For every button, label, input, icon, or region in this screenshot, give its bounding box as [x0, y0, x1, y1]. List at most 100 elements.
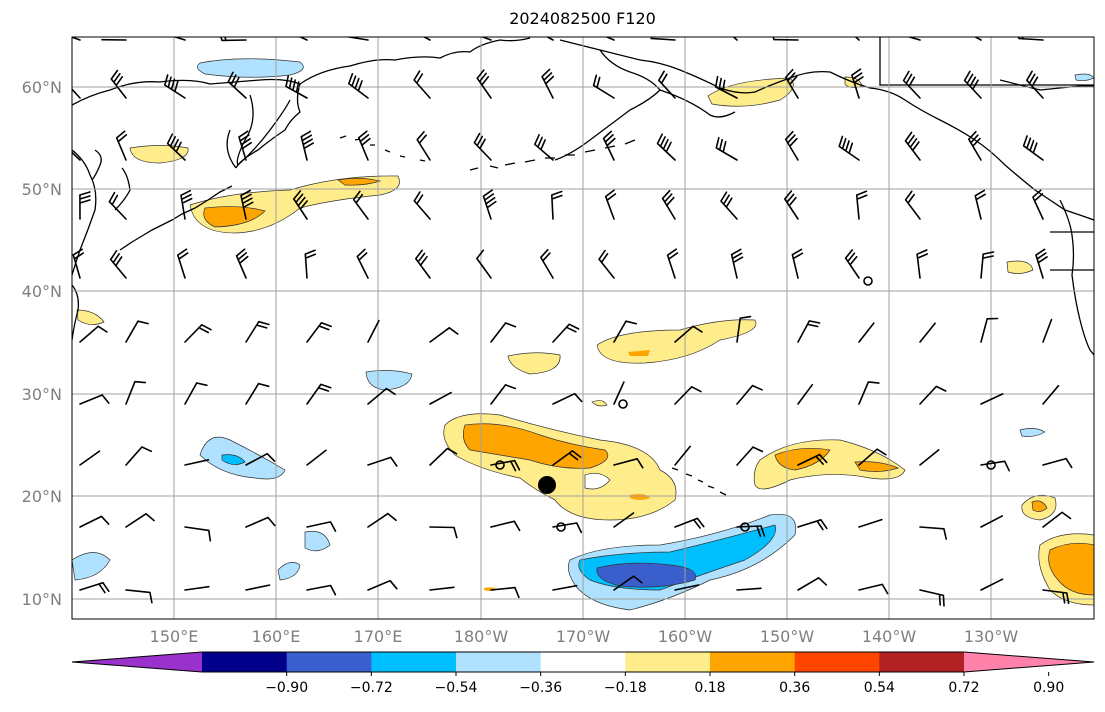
- wind-barb: [797, 519, 828, 531]
- lon-label: 160°E: [252, 627, 301, 646]
- colorbar-extend-low: [72, 652, 202, 672]
- wind-barb: [904, 190, 921, 220]
- wind-barb: [429, 526, 458, 539]
- wind-barb: [490, 586, 520, 599]
- wind-barb: [980, 515, 1004, 528]
- wind-barb: [429, 586, 455, 591]
- wind-barb: [429, 391, 452, 405]
- wind-barb: [613, 320, 637, 343]
- wind-barb: [604, 37, 615, 41]
- wind-barb: [784, 190, 799, 220]
- map-frame: [71, 36, 1095, 620]
- lat-label: 30°N: [22, 385, 62, 404]
- wind-barb: [974, 189, 986, 220]
- colorbar-segment: [286, 652, 372, 672]
- wind-barb: [613, 458, 644, 469]
- wind-barb: [166, 133, 186, 161]
- colorbar-tick-label: 0.54: [864, 680, 895, 696]
- wind-barb: [919, 385, 947, 405]
- wind-barb: [858, 322, 875, 343]
- wind-barb: [980, 251, 995, 279]
- wind-barb: [720, 191, 738, 220]
- wind-barb: [306, 322, 332, 343]
- wind-barb: [674, 445, 691, 466]
- colorbar-segment: [202, 652, 288, 672]
- colorbar-segment: [794, 652, 880, 672]
- wind-barb: [300, 130, 314, 161]
- colorbar-segment: [625, 652, 711, 672]
- wind-barb: [72, 248, 84, 279]
- wind-barb: [476, 249, 492, 279]
- wind-barb: [115, 130, 128, 161]
- wind-barb: [429, 327, 459, 343]
- wind-barb: [858, 518, 883, 528]
- colorbar-tick-label: −0.36: [519, 680, 562, 696]
- wind-barb: [125, 446, 153, 466]
- lon-label: 170°E: [354, 627, 403, 646]
- lat-label: 10°N: [22, 590, 62, 609]
- wind-barb: [304, 249, 317, 279]
- wind-barb: [125, 513, 155, 528]
- lon-label: 150°W: [760, 627, 815, 646]
- wind-barb: [416, 131, 431, 161]
- wind-barb: [858, 583, 889, 595]
- wind-barb: [973, 37, 982, 41]
- calm-wind-circles: [495, 276, 996, 532]
- wind-barb: [902, 70, 921, 99]
- wind-barb: [666, 248, 679, 279]
- wind-barb: [79, 515, 110, 528]
- wind-barb: [919, 322, 936, 343]
- wind-barb: [227, 71, 247, 99]
- wind-barb: [490, 322, 517, 343]
- wind-barb: [791, 248, 804, 279]
- colorbar-tick-label: −0.72: [350, 680, 393, 696]
- wind-barb: [919, 526, 947, 540]
- colorbar-tick-label: −0.90: [265, 680, 308, 696]
- wind-barb: [490, 384, 517, 405]
- wind-barb: [661, 189, 676, 220]
- wind-barb: [245, 382, 270, 405]
- wind-barb: [306, 383, 332, 405]
- wind-barb: [797, 577, 828, 591]
- wind-barb: [125, 320, 149, 343]
- wind-barb: [306, 449, 327, 466]
- wind-barbs: [72, 37, 1073, 607]
- wind-barb: [245, 584, 271, 591]
- coastlines: [72, 37, 1094, 496]
- latitude-labels: 10°N 20°N 30°N 40°N 50°N 60°N: [22, 78, 62, 609]
- wind-barb: [1022, 135, 1044, 161]
- wind-barb: [784, 130, 799, 161]
- wind-barb: [108, 191, 127, 220]
- wind-barb: [980, 393, 1004, 405]
- wind-barb: [736, 384, 763, 405]
- wind-barb: [413, 70, 431, 99]
- wind-barb: [72, 73, 81, 99]
- wind-barb: [72, 37, 81, 41]
- wind-barb: [367, 387, 396, 405]
- wind-barb: [298, 37, 308, 41]
- colorbar-tick-label: 0.36: [779, 680, 810, 696]
- wind-barb: [480, 37, 492, 41]
- wind-barb: [1042, 384, 1060, 405]
- wind-barb: [306, 521, 337, 532]
- wind-barb: [238, 130, 252, 161]
- colorbar-outline: [71, 651, 1095, 673]
- wind-barb: [109, 250, 127, 279]
- wind-barb: [476, 69, 492, 99]
- wind-barb: [220, 37, 247, 42]
- wind-barb: [184, 382, 208, 405]
- wind-barb: [72, 151, 81, 161]
- wind-barb: [358, 130, 371, 161]
- wind-barb: [1035, 248, 1048, 279]
- wind-barb: [415, 249, 431, 279]
- wind-barb: [906, 37, 921, 41]
- wind-barb: [344, 37, 369, 41]
- wind-barb: [858, 448, 887, 466]
- wind-barb: [715, 136, 738, 161]
- lon-label: 180°W: [454, 627, 509, 646]
- wind-barb: [916, 249, 928, 279]
- wind-barb: [674, 584, 700, 591]
- wind-barb: [172, 37, 186, 41]
- wind-barb: [968, 130, 982, 161]
- wind-barb: [551, 190, 563, 220]
